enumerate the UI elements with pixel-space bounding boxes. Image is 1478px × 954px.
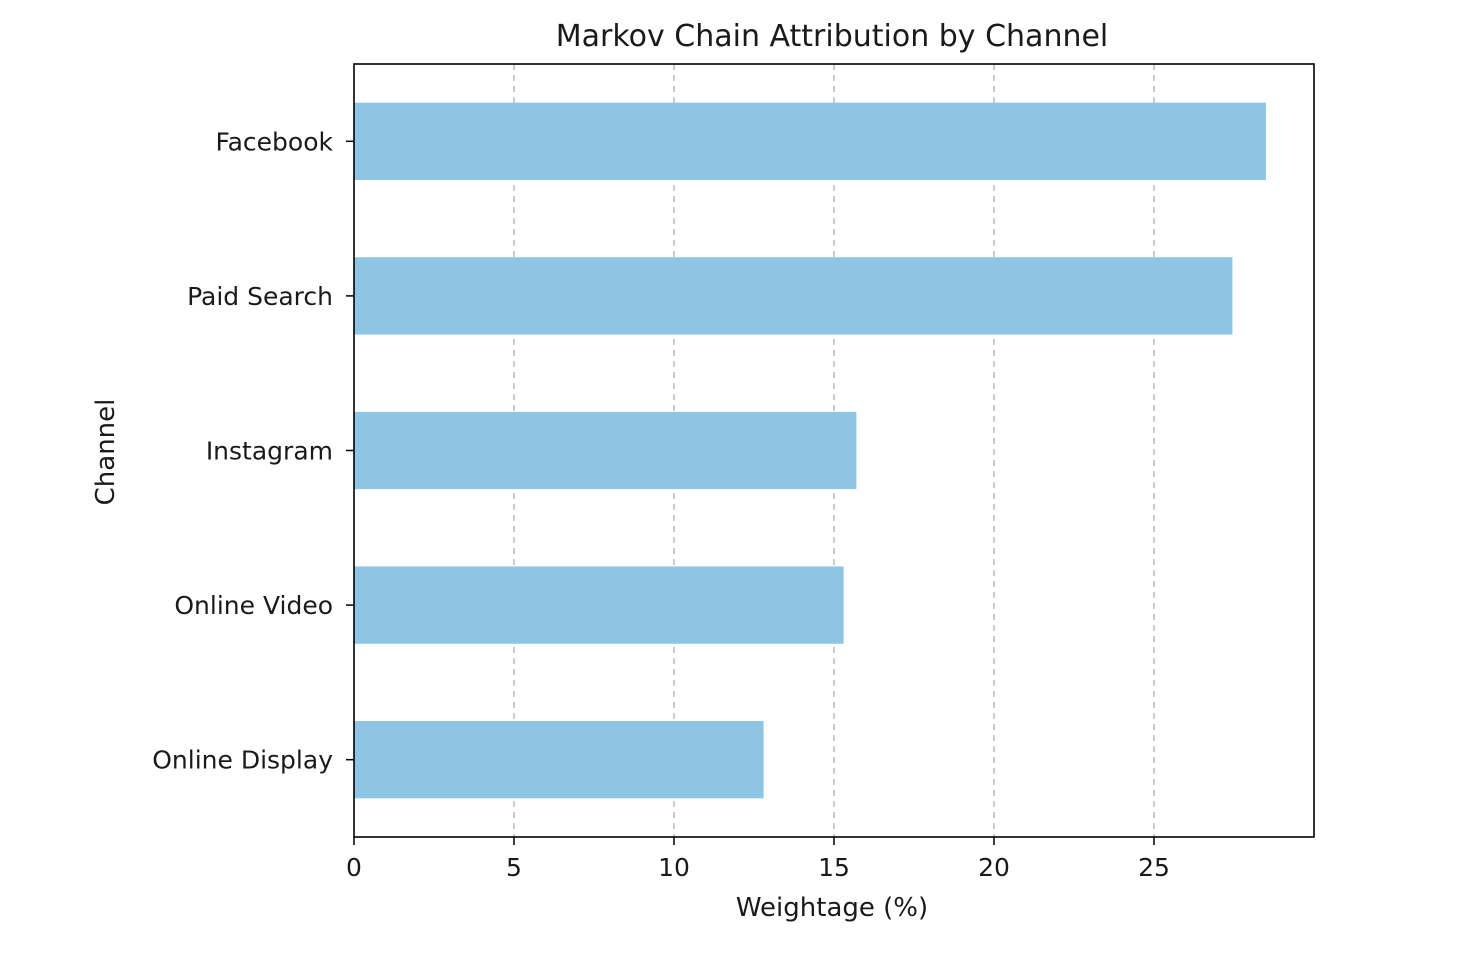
x-axis-label: Weightage (%) — [736, 893, 928, 923]
x-tick-label: 25 — [1138, 853, 1170, 882]
bar — [354, 721, 764, 799]
y-axis: Facebook Paid Search Instagram Online Video… — [152, 127, 354, 775]
bar — [354, 102, 1266, 180]
bars — [354, 102, 1266, 799]
y-tick-label: Paid Search — [187, 282, 333, 311]
x-tick-label: 15 — [818, 853, 850, 882]
x-axis: 0 5 10 15 20 25 — [346, 837, 1170, 882]
y-tick-label: Online Video — [174, 591, 333, 620]
chart-title: Markov Chain Attribution by Channel — [556, 19, 1109, 54]
bar — [354, 411, 857, 490]
x-tick-label: 20 — [978, 853, 1010, 882]
x-tick-label: 5 — [506, 853, 522, 882]
x-tick-label: 10 — [658, 853, 690, 882]
y-tick-label: Instagram — [206, 437, 333, 466]
x-tick-label: 0 — [346, 853, 362, 882]
y-tick-label: Online Display — [152, 746, 333, 775]
bar — [354, 566, 844, 644]
y-axis-label: Channel — [91, 399, 121, 506]
bar — [354, 257, 1233, 335]
y-tick-label: Facebook — [216, 127, 334, 156]
